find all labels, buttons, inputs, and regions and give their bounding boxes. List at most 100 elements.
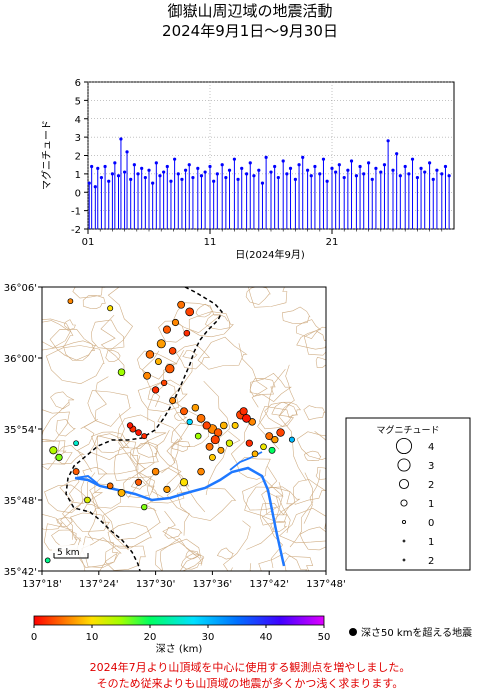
magnitude-point	[269, 170, 273, 174]
colorbar-tick-label: 20	[144, 632, 157, 643]
magnitude-point	[110, 172, 114, 176]
lat-tick-label: 36°00'	[4, 354, 37, 365]
epicenter-map: 137°18' 137°24' 137°30' 137°36' 137°42' 137°4…	[4, 283, 346, 590]
earthquake-point	[162, 325, 172, 334]
contour-line	[130, 479, 147, 490]
magnitude-point	[370, 177, 374, 181]
contour-line	[42, 318, 74, 351]
magnitude-point	[154, 161, 158, 165]
contour-line	[279, 507, 326, 544]
contour-line	[69, 512, 110, 532]
contour-line	[161, 399, 189, 474]
contour-line	[157, 414, 183, 464]
magnitude-point	[151, 181, 155, 185]
contour-line	[72, 287, 106, 299]
earthquake-point	[288, 436, 295, 443]
contour-line	[87, 472, 129, 551]
magnitude-point	[306, 168, 310, 172]
earthquake-point	[152, 386, 160, 394]
earthquake-point	[242, 414, 251, 423]
contour-line	[259, 405, 295, 430]
depth-color-scale	[33, 615, 325, 626]
contour-line	[242, 479, 284, 511]
earthquake-point	[126, 422, 134, 429]
contour-line	[113, 452, 147, 481]
magnitude-point	[212, 179, 216, 183]
earthquake-point	[117, 368, 126, 376]
chart-subtitle: 2024年9月1日～9月30日	[162, 22, 338, 40]
contour-line	[45, 345, 105, 385]
earthquake-point	[67, 298, 74, 305]
magnitude-point	[423, 170, 427, 174]
contour-line	[188, 311, 234, 338]
contour-line	[42, 439, 67, 470]
contour-line	[172, 302, 222, 334]
earthquake-point	[84, 496, 91, 504]
magnitude-point	[301, 155, 305, 159]
earthquake-point	[231, 422, 239, 429]
legend-label: 0	[428, 518, 434, 529]
legend-symbol	[397, 458, 411, 472]
contour-line	[289, 472, 314, 548]
x-tick-label: 11	[204, 237, 217, 248]
earthquake-point	[135, 429, 142, 436]
earthquake-point	[205, 442, 214, 451]
magnitude-point	[410, 157, 415, 161]
earthquake-point	[196, 414, 206, 423]
lon-tick-label: 137°30'	[136, 579, 176, 590]
colorbar-tick-label: 0	[31, 632, 37, 643]
magnitude-point	[321, 157, 326, 161]
contour-line	[42, 320, 72, 348]
contour-line	[100, 314, 125, 378]
magnitude-point	[203, 170, 207, 174]
earthquake-point	[177, 300, 186, 309]
contour-line	[62, 466, 80, 540]
magnitude-point	[281, 159, 285, 163]
earthquake-point	[179, 478, 189, 487]
earthquake-point	[135, 478, 143, 486]
contour-line	[248, 287, 288, 308]
contour-line	[296, 431, 326, 461]
magnitude-point	[440, 172, 444, 176]
magnitude-point	[162, 170, 166, 174]
magnitude-point	[208, 164, 212, 169]
colorbar-label: 深さ (km)	[156, 643, 203, 655]
lat-tick-label: 35°54'	[4, 425, 37, 436]
magnitude-point	[334, 170, 338, 174]
contour-line	[159, 537, 201, 571]
magnitude-point	[273, 164, 277, 169]
x-axis-label: 日(2024年9月)	[235, 248, 305, 261]
contour-line	[56, 517, 73, 528]
magnitude-point	[199, 174, 204, 178]
earthquake-point	[151, 467, 160, 476]
magnitude-point	[129, 177, 133, 181]
earthquake-point	[156, 339, 166, 349]
earthquake-point	[185, 307, 195, 317]
magnitude-point	[173, 157, 177, 161]
scale-bar-label: 5 km	[57, 548, 80, 558]
y-tick-label: 0	[75, 188, 81, 199]
magnitude-point	[220, 163, 224, 167]
contour-line	[136, 443, 159, 458]
earthquake-point	[49, 446, 58, 455]
note-line-1: 2024年7月より山頂域を中心に使用する観測点を増やしました。	[89, 661, 411, 674]
contour-line	[99, 553, 117, 571]
contour-line	[180, 553, 203, 570]
earthquake-point	[276, 428, 285, 437]
earthquake-point	[265, 432, 274, 441]
magnitude-point	[240, 166, 244, 170]
earthquake-point	[180, 407, 188, 416]
deep-event-label: 深さ50 kmを超える地震	[361, 626, 472, 639]
magnitude-point	[103, 164, 107, 169]
magnitude-point	[245, 172, 249, 176]
magnitude-point	[342, 175, 346, 180]
legend-symbol	[398, 478, 410, 490]
magnitude-point	[391, 168, 395, 172]
magnitude-point	[349, 159, 354, 163]
magnitude-point	[147, 168, 151, 172]
lon-tick-label: 137°18'	[22, 579, 62, 590]
earthquake-point	[251, 450, 259, 458]
contour-line	[164, 527, 183, 539]
earthquake-point	[160, 379, 168, 387]
contour-line	[314, 431, 326, 442]
